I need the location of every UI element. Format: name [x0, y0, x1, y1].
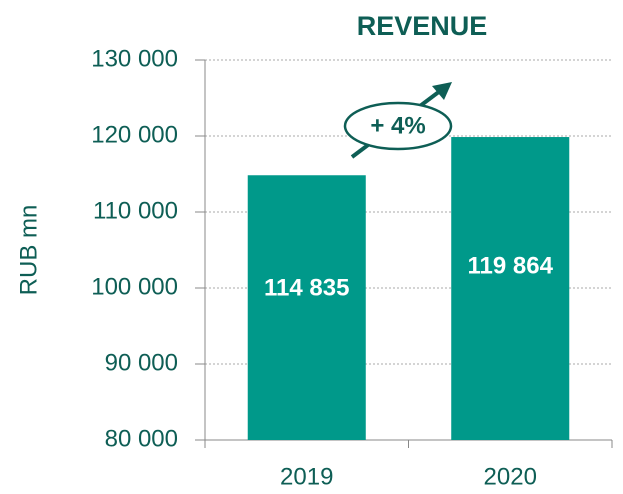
- bar: [451, 137, 570, 440]
- y-tick-label: 90 000: [105, 349, 178, 376]
- y-tick-label: 100 000: [91, 273, 178, 300]
- annotation-callout: + 4%: [343, 82, 453, 159]
- arrow-head: [432, 82, 452, 100]
- x-tick-label: 2020: [484, 463, 537, 490]
- y-tick-label: 80 000: [105, 425, 178, 452]
- y-tick-label: 110 000: [93, 197, 178, 224]
- y-tick-label: 120 000: [91, 121, 178, 148]
- callout-ellipse: [343, 101, 453, 151]
- x-tick-label: 2019: [280, 463, 333, 490]
- chart-title: REVENUE: [357, 11, 488, 41]
- value-label: 114 835: [264, 274, 349, 301]
- y-tick-label: 130 000: [91, 45, 178, 72]
- value-label: 119 864: [468, 253, 554, 280]
- annotation-text: + 4%: [370, 112, 425, 139]
- bar: [247, 175, 366, 440]
- y-axis-label: RUB mn: [15, 205, 42, 296]
